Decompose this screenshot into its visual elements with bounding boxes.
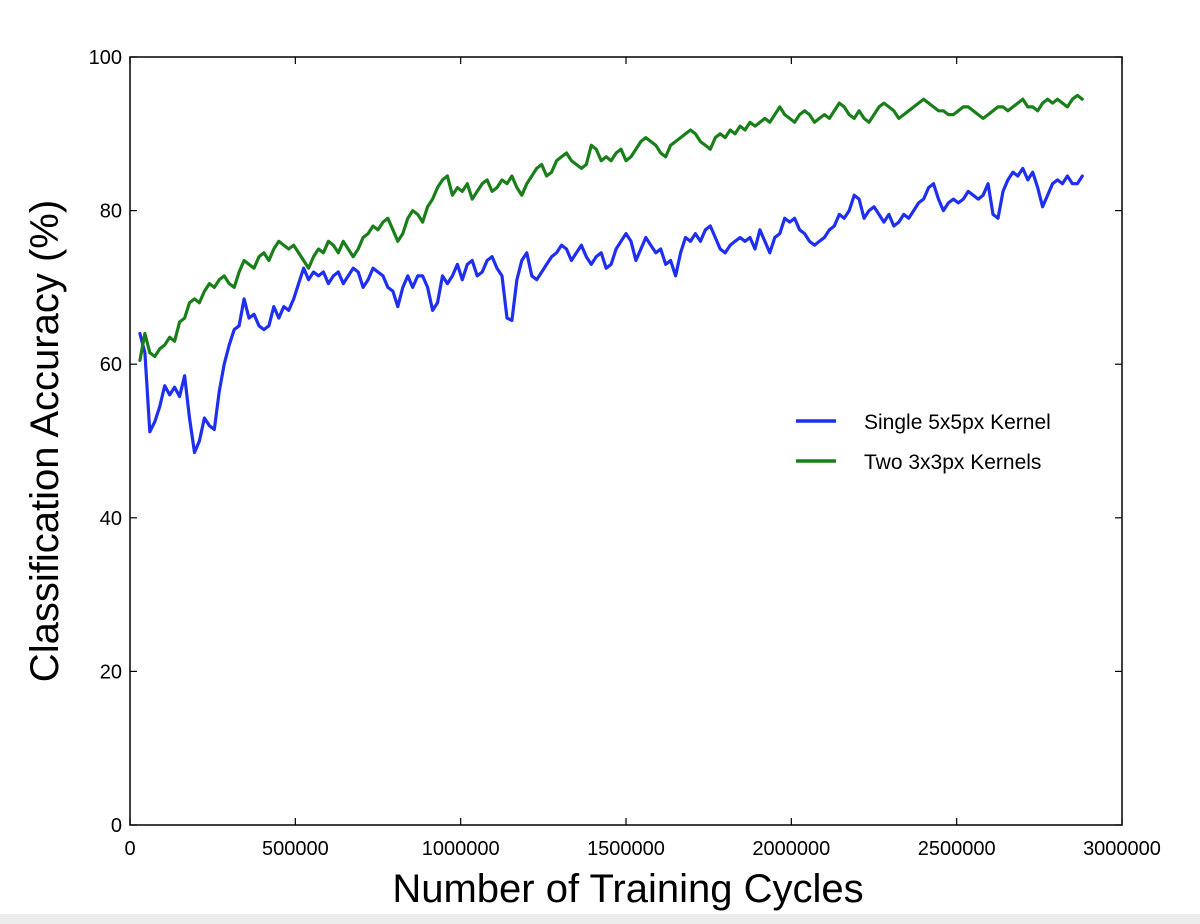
window-bottom-strip bbox=[0, 914, 1200, 924]
y-tick-label: 40 bbox=[100, 508, 122, 530]
x-axis-ticks: 0 500000 1000000 1500000 2000000 2500000 30000… bbox=[124, 57, 1161, 860]
y-tick-label: 80 bbox=[100, 201, 122, 223]
legend: Single 5x5px Kernel Two 3x3px Kernels bbox=[796, 411, 1051, 474]
x-tick-label: 2500000 bbox=[918, 838, 996, 860]
plot-area-frame bbox=[129, 56, 1123, 826]
y-tick-label: 60 bbox=[100, 354, 122, 376]
x-tick-label: 1500000 bbox=[587, 838, 665, 860]
y-tick-label: 0 bbox=[111, 815, 122, 837]
x-tick-label: 0 bbox=[124, 838, 135, 860]
x-tick-label: 3000000 bbox=[1083, 838, 1161, 860]
series-layer bbox=[138, 93, 1084, 455]
x-tick-label: 1000000 bbox=[422, 838, 500, 860]
legend-label: Single 5x5px Kernel bbox=[864, 411, 1051, 434]
y-axis-title: Classification Accuracy (%) bbox=[23, 200, 67, 682]
x-tick-label: 2000000 bbox=[752, 838, 830, 860]
y-tick-label: 100 bbox=[89, 47, 122, 69]
x-tick-label: 500000 bbox=[262, 838, 329, 860]
series-line-two-3x3px-kernels bbox=[138, 93, 1084, 362]
legend-label: Two 3x3px Kernels bbox=[864, 451, 1041, 474]
y-tick-label: 20 bbox=[100, 661, 122, 683]
x-axis-title: Number of Training Cycles bbox=[392, 867, 863, 911]
y-axis-ticks: 0 20 40 60 80 100 bbox=[89, 47, 1122, 837]
series-line-single-5x5px-kernel bbox=[138, 166, 1084, 455]
